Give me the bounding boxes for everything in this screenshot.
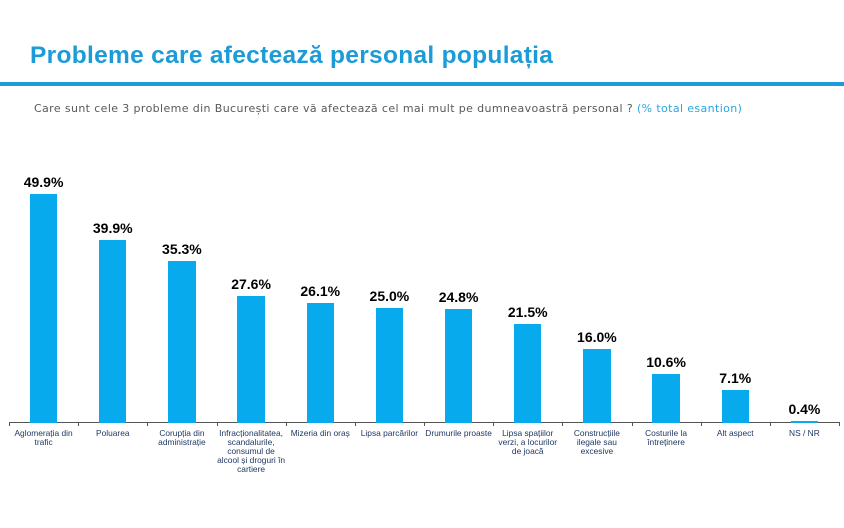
axis-tick (78, 422, 80, 426)
category-label: Lipsa parcărilor (349, 427, 429, 438)
category-label-line: scandalurile, (227, 436, 275, 447)
category-label-line: administrație (158, 436, 206, 447)
category-label-line: de joacă (511, 445, 544, 456)
category-label: Corupția din administrație (142, 427, 222, 447)
category-label: Infracționalitatea, scandalurile, consumul… (211, 427, 291, 475)
category-label-line: Lipsa spațiilor (502, 427, 554, 438)
bar (375, 308, 404, 423)
axis-tick (216, 422, 218, 426)
bar-value-label: 35.3% (162, 241, 202, 258)
category-label: Drumurile proaste (419, 427, 499, 438)
axis-tick (562, 422, 564, 426)
category-label: Construcțiile ilegale sau excesive (557, 427, 637, 456)
bar (29, 194, 58, 423)
axis-tick (631, 422, 633, 426)
category-label: Costurile la întreținere (626, 427, 706, 447)
category-label-line: întreținere (647, 436, 685, 447)
bar-value-label: 0.4% (788, 400, 821, 417)
category-label-line: Corupția din (159, 427, 205, 438)
category-label: Aglomerația din trafic (4, 427, 84, 447)
category-label-line: cartiere (237, 464, 266, 475)
sample-note: (% total esantion) (636, 101, 743, 115)
survey-question: Care sunt cele 3 probleme din București … (34, 102, 742, 116)
category-label-line: consumul de (227, 445, 275, 456)
bar-value-label: 21.5% (507, 304, 548, 321)
category-label: Mizeria din oraș (280, 427, 360, 438)
axis-tick (769, 422, 771, 426)
category-label-line: Lipsa parcărilor (360, 427, 419, 438)
bar (306, 303, 334, 423)
category-label-line: Aglomerația din (14, 427, 73, 438)
category-label-line: Costurile la (645, 427, 688, 438)
axis-tick (285, 422, 287, 426)
category-label: Poluarea (73, 427, 153, 438)
category-label-line: Mizeria din oraș (290, 427, 350, 438)
bar-value-label: 49.9% (23, 174, 64, 191)
axis-tick (9, 422, 10, 426)
axis-tick (700, 422, 702, 426)
axis-tick (424, 422, 425, 426)
category-label-line: verzi, a locurilor (498, 436, 558, 447)
bar (652, 374, 680, 423)
bar-value-label: 24.8% (438, 289, 479, 306)
category-label: NS / NR (764, 427, 844, 438)
category-label-line: NS / NR (789, 427, 820, 438)
bar-value-label: 26.1% (300, 283, 341, 300)
bar (99, 240, 127, 423)
category-label: Alt aspect (695, 427, 775, 438)
survey-question-text: Care sunt cele 3 probleme din București … (34, 101, 634, 115)
axis-tick (493, 422, 495, 426)
bar (237, 296, 265, 423)
axis-tick (354, 422, 356, 426)
bar-value-label: 16.0% (577, 329, 617, 346)
bar-value-label: 27.6% (231, 276, 271, 293)
category-label-line: Alt aspect (716, 427, 754, 438)
category-label-line: trafic (34, 436, 53, 447)
page-title: Probleme care afectează personal populaț… (30, 41, 554, 69)
category-label-line: Construcțiile (573, 427, 620, 438)
bar (583, 349, 611, 423)
category-label-line: Infracționalitatea, (219, 427, 283, 438)
category-label: Lipsa spațiilor verzi, a locurilor de joac… (488, 427, 568, 456)
category-label-line: ilegale sau (576, 436, 617, 447)
bar-value-label: 39.9% (92, 220, 133, 237)
bar-value-label: 7.1% (719, 370, 752, 387)
bar (790, 420, 819, 423)
category-label-line: Drumurile proaste (425, 427, 492, 438)
axis-tick (839, 422, 840, 426)
axis-tick (147, 422, 149, 426)
bar-value-label: 10.6% (646, 354, 686, 371)
bar (721, 390, 749, 423)
title-rule (0, 82, 844, 87)
bar (444, 309, 473, 423)
category-label-line: excesive (580, 445, 614, 456)
bar (514, 324, 542, 423)
category-label-line: Poluarea (95, 427, 130, 438)
bar-value-label: 25.0% (369, 288, 410, 305)
bar (168, 261, 196, 423)
category-label-line: alcool și droguri în (217, 455, 286, 466)
